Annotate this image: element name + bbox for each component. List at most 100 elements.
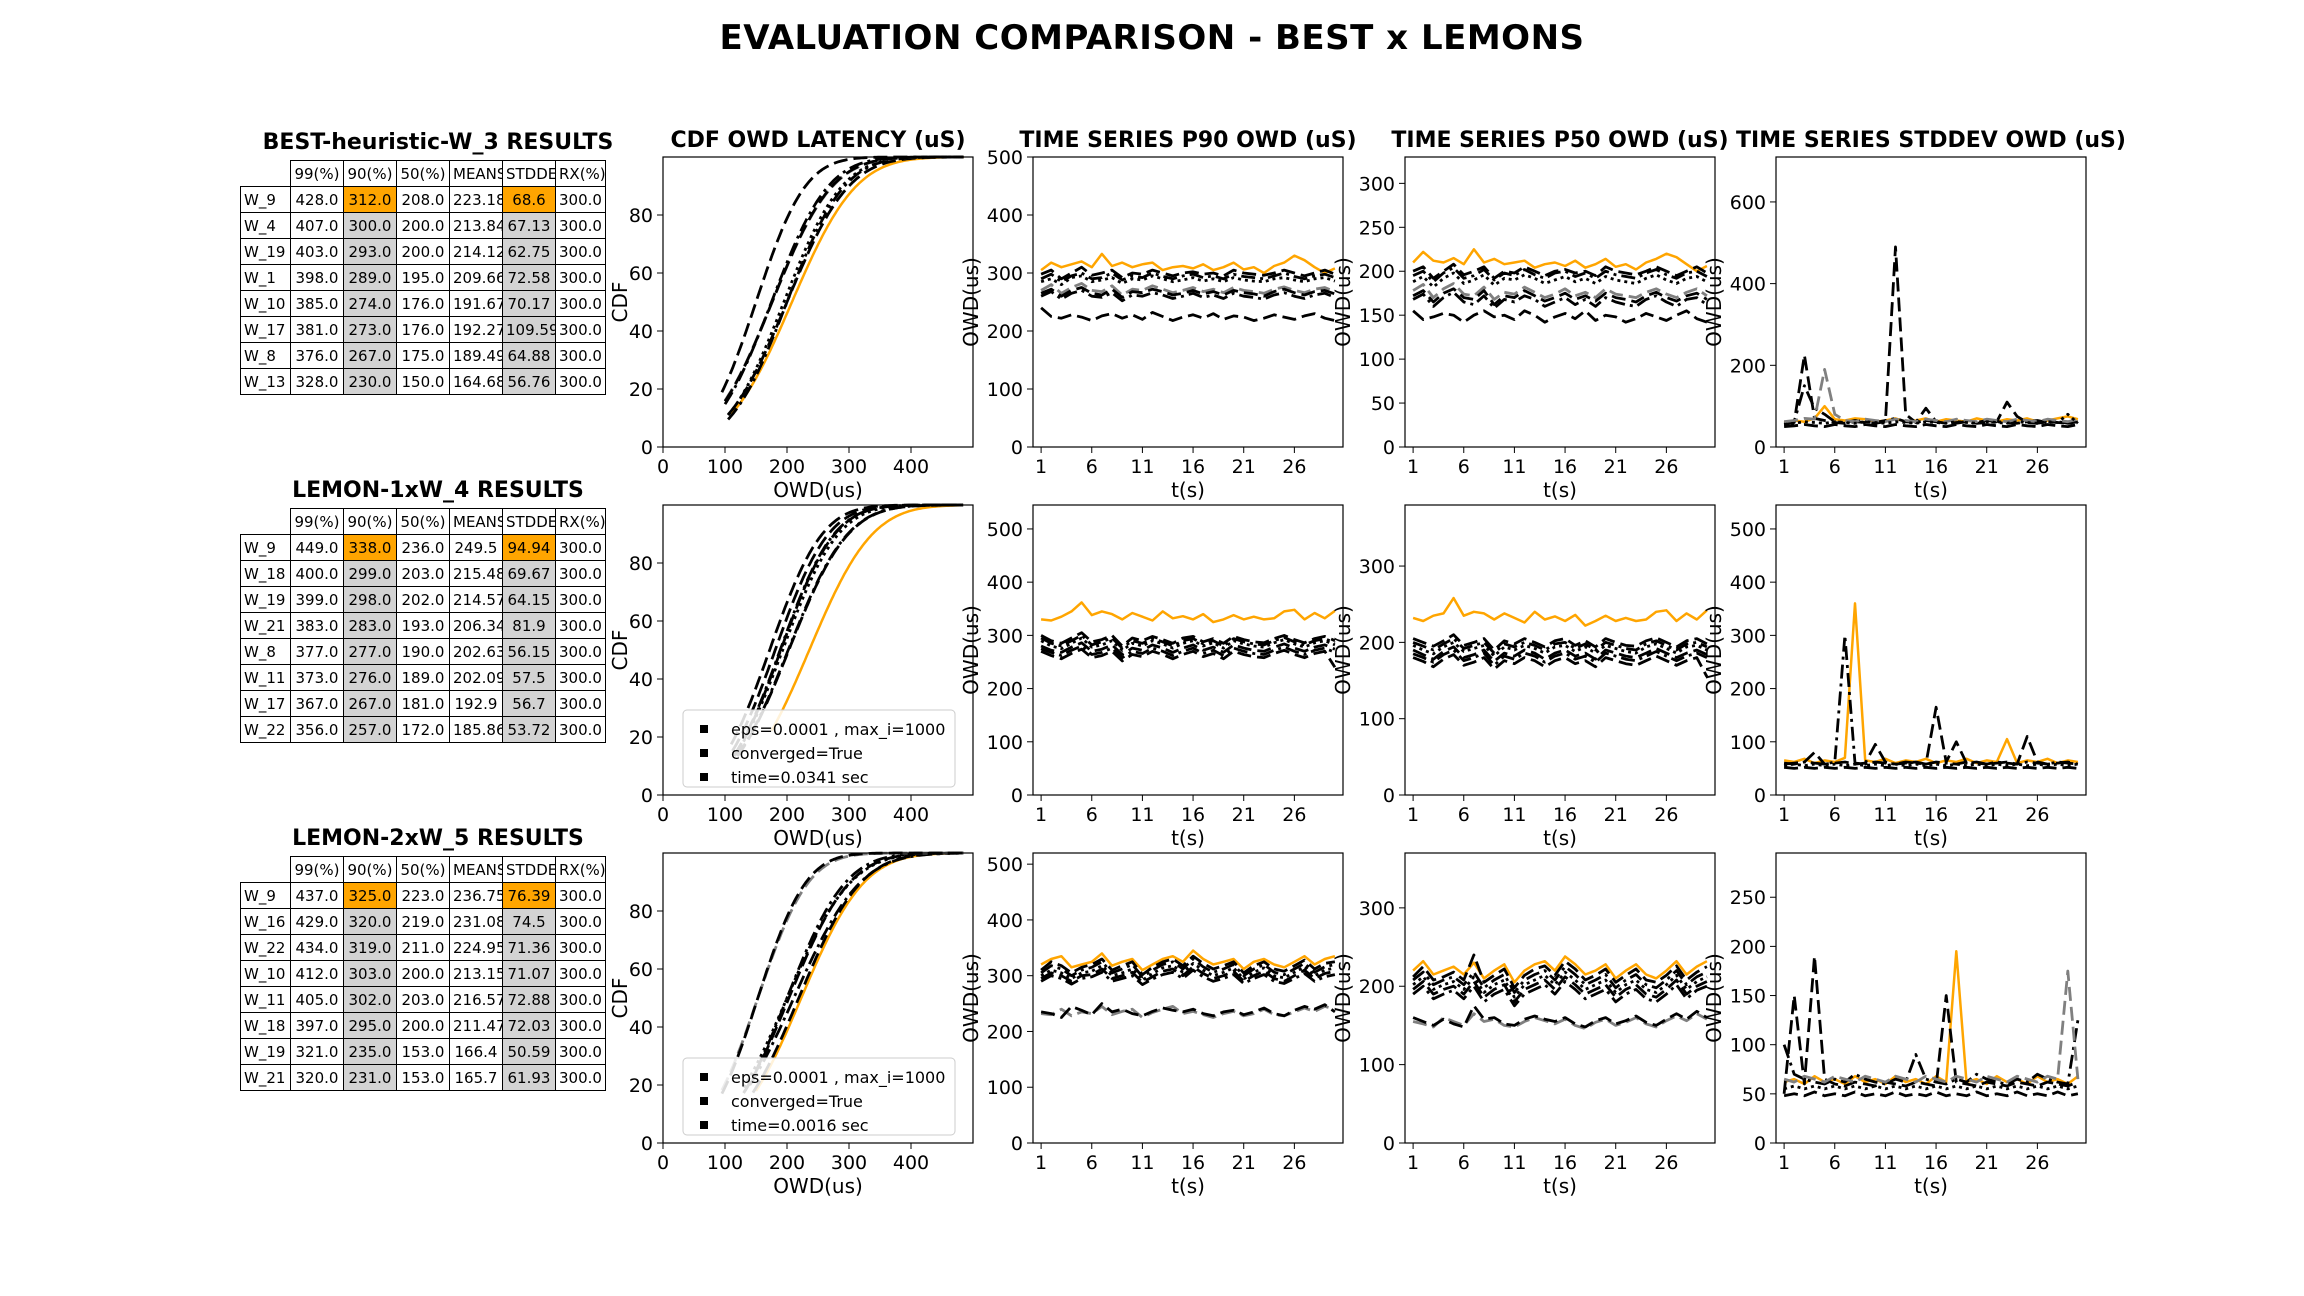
- x-axis-label: t(s): [1171, 1174, 1205, 1198]
- table-row: W_19 399.0 298.0 202.0 214.57 64.15 300.0: [240, 586, 606, 613]
- y-tick-label: 200: [1730, 355, 1766, 377]
- y-tick-label: 0: [1011, 785, 1023, 807]
- y-axis-label: CDF: [608, 630, 632, 671]
- main-title: EVALUATION COMPARISON - BEST x LEMONS: [719, 18, 1585, 58]
- table-cell: 56.7: [502, 690, 556, 717]
- series-line: [1412, 1004, 1708, 1029]
- legend-box: eps=0.0001 , max_i=1000 converged=True tim…: [682, 709, 956, 788]
- table-cell: 236.75: [449, 882, 503, 909]
- table-cell: 215.48: [449, 560, 503, 587]
- chart-0-2: TIME SERIES P50 OWD (uS)1 6 11 16 21 26050100…: [1331, 128, 1729, 502]
- x-tick-label: 1: [1778, 804, 1790, 826]
- table-cell: 398.0: [290, 264, 344, 291]
- series-line: [1040, 631, 1336, 648]
- table-cell: 320.0: [343, 908, 397, 935]
- series-line: [727, 155, 963, 421]
- x-tick-label: 11: [1130, 1152, 1154, 1174]
- x-axis-label: OWD(us): [773, 1174, 863, 1198]
- table-row: W_18 397.0 295.0 200.0 211.47 72.03 300.0: [240, 1012, 606, 1039]
- table-row: W_21 383.0 283.0 193.0 206.34 81.9 300.0: [240, 612, 606, 639]
- y-tick-label: 400: [987, 205, 1023, 227]
- x-tick-label: 400: [893, 804, 929, 826]
- series-line: [1783, 245, 2079, 426]
- plot-frame: [1032, 156, 1344, 448]
- table-cell: 74.5: [502, 908, 556, 935]
- plot-frame: [662, 156, 974, 448]
- series-group: [1040, 601, 1337, 669]
- table-cell: 325.0: [343, 882, 397, 909]
- x-tick-label: 1: [1035, 456, 1047, 478]
- y-tick-label: 100: [1359, 709, 1395, 731]
- table-cell: 175.0: [396, 342, 450, 369]
- table-cell: 216.57: [449, 986, 503, 1013]
- table-row: W_17 381.0 273.0 176.0 192.27 109.59 300.0: [240, 316, 606, 343]
- series-line: [770, 504, 964, 732]
- legend-marker: [700, 725, 708, 733]
- table-cell: 224.95: [449, 934, 503, 961]
- y-tick-label: 400: [987, 910, 1023, 932]
- table-cell: 321.0: [290, 1038, 344, 1065]
- table-cell: 300.0: [555, 934, 606, 961]
- legend-marker: [700, 773, 708, 781]
- table-cell: 190.0: [396, 638, 450, 665]
- x-axis-label: t(s): [1171, 826, 1205, 850]
- table-row: W_8 377.0 277.0 190.0 202.63 56.15 300.0: [240, 638, 606, 665]
- results-table-lemon-1: 99(%)90(%)50(%)MEANSSTDDEVRX(%)W_9449.03…: [240, 508, 606, 743]
- plot-frame: [1404, 156, 1716, 448]
- series-line: [1783, 423, 2079, 429]
- row-label: W_18: [240, 1012, 291, 1039]
- y-tick-label: 0: [641, 437, 653, 459]
- x-tick-label: 200: [769, 804, 805, 826]
- table-cell: 367.0: [290, 690, 344, 717]
- row-label: W_17: [240, 316, 291, 343]
- y-tick-label: 20: [629, 379, 653, 401]
- table-cell: 172.0: [396, 716, 450, 743]
- y-tick-label: 100: [987, 379, 1023, 401]
- row-label: W_9: [240, 534, 291, 561]
- x-axis-label: t(s): [1543, 478, 1577, 502]
- x-axis-label: t(s): [1914, 478, 1948, 502]
- x-tick-label: 100: [707, 1152, 743, 1174]
- series-line: [1412, 282, 1708, 301]
- table-row: W_10 385.0 274.0 176.0 191.67 70.17 300.0: [240, 290, 606, 317]
- series-line: [1040, 306, 1336, 323]
- y-tick-label: 40: [629, 669, 653, 691]
- series-line: [754, 851, 963, 1092]
- series-line: [1412, 287, 1708, 307]
- y-tick-label: 60: [629, 611, 653, 633]
- table-cell: 200.0: [396, 212, 450, 239]
- series-line: [742, 851, 964, 1094]
- table-row: W_19 321.0 235.0 153.0 166.4 50.59 300.0: [240, 1038, 606, 1065]
- table-header-row: 99(%)90(%)50(%)MEANSSTDDEVRX(%): [240, 508, 606, 535]
- x-tick-label: 11: [1873, 1152, 1897, 1174]
- series-line: [1412, 637, 1708, 655]
- table-cell: 200.0: [396, 960, 450, 987]
- row-label: W_22: [240, 934, 291, 961]
- x-tick-label: 21: [1975, 456, 1999, 478]
- y-tick-label: 60: [629, 263, 653, 285]
- plot-frame: [1404, 504, 1716, 796]
- x-axis-label: t(s): [1543, 826, 1577, 850]
- x-tick-label: 16: [1181, 456, 1205, 478]
- x-tick-label: 6: [1458, 456, 1470, 478]
- y-tick-label: 80: [629, 553, 653, 575]
- table-cell: 434.0: [290, 934, 344, 961]
- row-label: W_22: [240, 716, 291, 743]
- table-cell: 213.84: [449, 212, 503, 239]
- series-group: [720, 155, 964, 421]
- y-axis-label: CDF: [608, 978, 632, 1019]
- table-cell: 69.67: [502, 560, 556, 587]
- table-cell: 429.0: [290, 908, 344, 935]
- y-tick-label: 150: [1359, 305, 1395, 327]
- x-tick-label: 1: [1035, 804, 1047, 826]
- y-tick-label: 200: [987, 679, 1023, 701]
- x-tick-label: 16: [1553, 804, 1577, 826]
- series-line: [1040, 968, 1336, 986]
- series-line: [1412, 633, 1708, 652]
- column-header: RX(%): [555, 508, 606, 535]
- y-tick-label: 400: [1730, 572, 1766, 594]
- table-cell: 153.0: [396, 1064, 450, 1091]
- x-tick-label: 26: [1282, 1152, 1306, 1174]
- series-line: [1412, 975, 1708, 1004]
- y-axis-label: OWD(us): [1331, 953, 1355, 1043]
